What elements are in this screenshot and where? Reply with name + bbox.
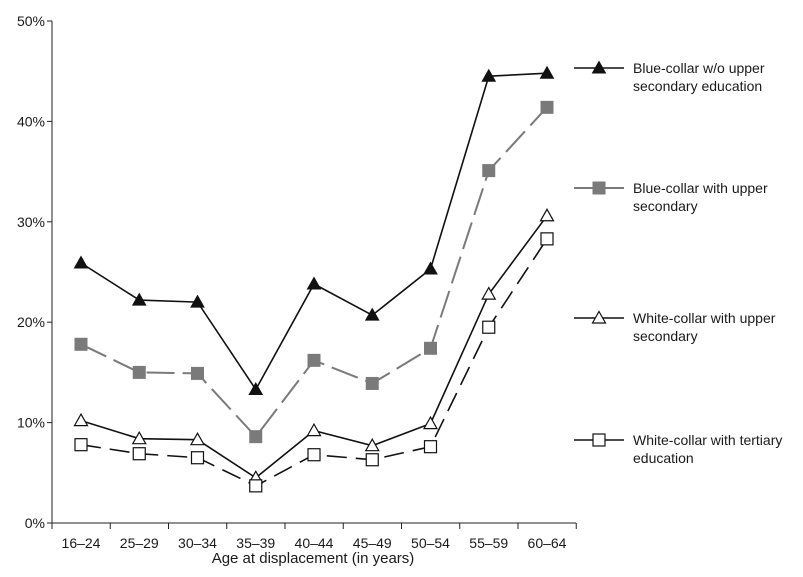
data-point	[591, 310, 607, 324]
series-3	[73, 208, 555, 484]
x-tick-label: 60–64	[528, 535, 567, 551]
legend-label: Blue-collar w/o upper	[633, 60, 765, 76]
legend-label: secondary	[633, 328, 698, 344]
data-point	[423, 261, 438, 275]
data-point	[131, 292, 147, 306]
data-point	[591, 60, 607, 74]
data-point	[306, 276, 322, 290]
y-tick-label: 40%	[17, 113, 45, 129]
x-tick-label: 35–39	[236, 535, 275, 551]
x-tick-label: 55–59	[469, 535, 508, 551]
axes: 0% 10% 20% 30% 40% 50% 16–24 25–29 30–34 35–39 40–…	[17, 13, 577, 551]
data-point	[131, 430, 147, 445]
data-point	[307, 448, 321, 462]
y-tick-label: 0%	[25, 515, 45, 531]
data-point	[189, 431, 206, 446]
data-point	[364, 307, 380, 321]
data-point	[592, 181, 606, 195]
legend-label: Blue-collar with upper	[633, 180, 768, 196]
data-point	[365, 453, 379, 467]
data-point	[191, 366, 204, 380]
legend-item: White-collar with tertiary education	[574, 432, 782, 466]
legend-label: education	[633, 450, 694, 466]
legend-label: secondary education	[633, 78, 762, 94]
x-tick-label: 40–44	[295, 535, 334, 551]
legend-label: secondary	[633, 198, 698, 214]
data-point	[365, 376, 379, 390]
series-2	[74, 100, 554, 444]
data-point	[73, 412, 89, 427]
y-tick-label: 20%	[17, 314, 45, 330]
series-line	[80, 215, 548, 479]
x-tick-label: 16–24	[62, 535, 101, 551]
data-point	[592, 433, 606, 447]
data-point	[190, 451, 205, 465]
x-tick-label: 25–29	[120, 535, 159, 551]
data-point	[481, 68, 497, 82]
series-line	[80, 106, 548, 439]
legend-item: White-collar with upper secondary	[574, 310, 776, 344]
data-point	[190, 294, 205, 308]
data-point	[74, 438, 88, 452]
series-1	[73, 65, 555, 395]
legend-item: Blue-collar with upper secondary	[574, 180, 768, 214]
data-point	[540, 232, 554, 246]
data-point	[422, 415, 439, 430]
data-point	[482, 320, 496, 334]
data-point	[73, 255, 89, 269]
x-tick-label: 45–49	[353, 535, 392, 551]
data-point	[307, 353, 321, 367]
x-tick-label: 30–34	[178, 535, 217, 551]
data-point	[482, 164, 496, 178]
legend-label: White-collar with tertiary	[633, 432, 782, 448]
data-point	[249, 479, 263, 493]
y-tick-label: 10%	[17, 415, 45, 431]
data-point	[539, 208, 555, 222]
series-4	[74, 232, 554, 493]
data-point	[364, 437, 380, 452]
y-tick-label: 50%	[17, 13, 45, 29]
data-point	[132, 365, 146, 379]
data-point	[424, 341, 437, 355]
data-point	[306, 422, 322, 437]
x-axis-title: Age at displacement (in years)	[212, 550, 415, 567]
data-point	[540, 100, 554, 114]
series-layer	[73, 65, 555, 493]
data-point	[248, 381, 264, 395]
data-point	[249, 430, 263, 444]
data-point	[481, 286, 497, 300]
data-point	[132, 447, 146, 461]
legend: Blue-collar w/o upper secondary education…	[574, 60, 782, 466]
series-line	[80, 72, 548, 392]
legend-item: Blue-collar w/o upper secondary education	[574, 60, 765, 94]
data-point	[423, 440, 438, 454]
y-tick-label: 30%	[17, 214, 45, 230]
x-tick-label: 50–54	[411, 535, 450, 551]
data-point	[74, 337, 88, 351]
data-point	[539, 65, 555, 79]
legend-label: White-collar with upper	[633, 310, 776, 326]
